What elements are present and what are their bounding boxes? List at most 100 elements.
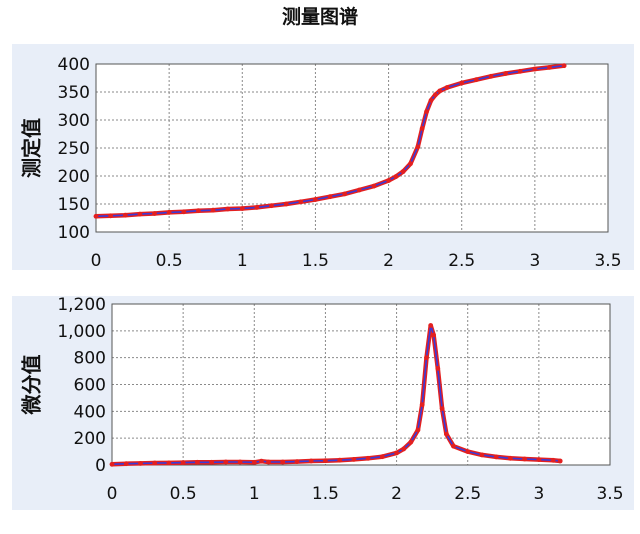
data-point: [180, 460, 186, 465]
data-point: [522, 456, 527, 462]
data-point: [532, 66, 538, 72]
data-point: [437, 88, 443, 94]
data-point: [400, 169, 406, 174]
data-point: [557, 458, 563, 464]
data-point: [424, 109, 429, 114]
data-point: [419, 402, 425, 407]
y-tick-label: 0: [95, 456, 106, 476]
data-point: [166, 210, 172, 215]
data-point: [424, 355, 429, 361]
data-point: [298, 199, 304, 205]
data-point: [371, 183, 377, 189]
data-point: [408, 439, 414, 445]
data-point: [356, 187, 362, 193]
data-point: [327, 194, 333, 200]
data-point: [451, 443, 456, 449]
chart-panel-2: 0 0.5 1 1.5 2 2.5 3 3.5 0 200 400 600 800 1,000 1,200 微…: [12, 295, 634, 510]
data-point: [251, 459, 257, 465]
data-point: [237, 459, 243, 465]
data-point: [394, 450, 399, 456]
x-tick-label: 3.5: [594, 251, 621, 271]
y-tick-label: 1,200: [57, 295, 106, 315]
data-point: [210, 207, 216, 213]
data-point: [323, 458, 328, 464]
y-tick-label: 200: [58, 167, 90, 187]
x-tick-label: 0.5: [170, 484, 197, 504]
data-point: [536, 457, 542, 462]
x-tick-label: 0: [107, 484, 118, 504]
data-point: [459, 80, 465, 86]
y-axis-label: 测定值: [20, 118, 44, 178]
data-point: [259, 458, 264, 464]
data-point: [152, 211, 157, 216]
plot-frame: [95, 63, 609, 233]
y-tick-label: 400: [58, 55, 90, 75]
data-point: [365, 455, 371, 461]
x-tick-label: 1.5: [302, 251, 329, 271]
chart-title: 测量图谱: [282, 5, 358, 28]
data-point: [254, 205, 260, 210]
data-point: [109, 461, 115, 467]
x-tick-label: 0.5: [156, 251, 183, 271]
chart-panel-1: 0 0.5 1 1.5 2 2.5 3 3.5 100 150 200 250 300 350 400 测定值: [12, 44, 634, 271]
y-tick-label: 150: [58, 195, 90, 215]
data-point: [152, 460, 158, 466]
data-point: [280, 459, 286, 465]
x-tick-label: 2.5: [448, 251, 475, 271]
data-point: [435, 366, 441, 371]
y-tick-label: 300: [58, 111, 90, 131]
x-tick-label: 3: [529, 251, 540, 271]
plot-frame: [111, 303, 611, 466]
data-point: [428, 323, 434, 328]
y-axis-label: 微分值: [20, 355, 44, 416]
data-point: [294, 459, 300, 464]
data-point: [419, 125, 425, 131]
data-point: [428, 98, 434, 103]
data-point: [195, 459, 200, 465]
x-tick-label: 2: [383, 251, 394, 271]
data-point: [313, 197, 318, 202]
y-tick-label: 800: [74, 349, 106, 369]
data-point: [433, 92, 438, 98]
data-point: [503, 71, 508, 76]
data-point: [225, 206, 231, 212]
data-point: [239, 206, 245, 211]
data-point: [550, 457, 556, 463]
data-point: [493, 454, 499, 460]
data-point: [93, 213, 99, 219]
x-tick-label: 1: [249, 484, 260, 504]
y-tick-label: 200: [74, 429, 106, 449]
y-tick-label: 1,000: [57, 322, 106, 342]
y-tick-label: 400: [74, 402, 106, 422]
data-point: [408, 161, 413, 167]
y-tick-label: 350: [58, 83, 90, 103]
data-point: [444, 431, 449, 437]
x-tick-label: 2.5: [454, 484, 481, 504]
data-point: [479, 452, 485, 458]
data-point: [415, 427, 421, 433]
data-point: [283, 201, 289, 207]
data-point: [379, 454, 385, 460]
data-point: [517, 68, 523, 74]
x-tick-label: 1: [237, 251, 248, 271]
data-point: [444, 85, 450, 90]
x-tick-label: 3: [533, 484, 544, 504]
data-point: [337, 457, 343, 463]
data-point: [508, 455, 513, 461]
data-point: [547, 65, 552, 70]
x-tick-label: 2: [391, 484, 402, 504]
y-tick-label: 100: [58, 223, 90, 243]
data-point: [122, 212, 128, 218]
data-point: [488, 73, 494, 79]
data-point: [439, 406, 445, 411]
data-point: [266, 459, 271, 465]
data-point: [138, 461, 143, 466]
data-point: [561, 63, 567, 69]
data-point: [351, 457, 357, 462]
x-tick-label: 3.5: [596, 484, 623, 504]
y-tick-label: 250: [58, 139, 90, 159]
data-point: [342, 191, 348, 197]
x-tick-label: 0: [91, 251, 102, 271]
